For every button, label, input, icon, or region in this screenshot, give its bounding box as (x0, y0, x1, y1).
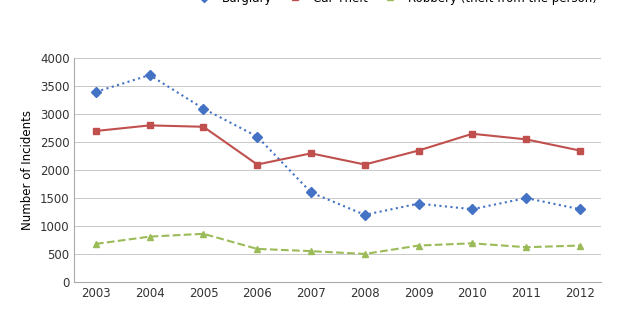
Car Theft (469, 132, 476, 136)
Burglary (254, 135, 261, 139)
Car Theft (308, 151, 315, 155)
Burglary (361, 213, 368, 217)
Car Theft (146, 123, 153, 127)
Robbery (theft from the person) (361, 252, 368, 256)
Car Theft (415, 149, 422, 153)
Car Theft (576, 149, 583, 153)
Robbery (theft from the person) (200, 232, 207, 236)
Burglary (200, 107, 207, 110)
Robbery (theft from the person) (469, 241, 476, 245)
Burglary (146, 73, 153, 77)
Y-axis label: Number of Incidents: Number of Incidents (21, 110, 34, 230)
Line: Car Theft: Car Theft (92, 122, 583, 168)
Burglary (92, 90, 100, 94)
Burglary (523, 196, 530, 200)
Burglary (576, 207, 583, 211)
Robbery (theft from the person) (254, 247, 261, 251)
Burglary (469, 207, 476, 211)
Legend: Burglary, Car Theft, Robbery (theft from the person): Burglary, Car Theft, Robbery (theft from… (187, 0, 601, 9)
Robbery (theft from the person) (523, 245, 530, 249)
Robbery (theft from the person) (576, 244, 583, 248)
Car Theft (523, 137, 530, 141)
Burglary (308, 191, 315, 194)
Burglary (415, 202, 422, 206)
Car Theft (254, 163, 261, 167)
Car Theft (200, 125, 207, 129)
Robbery (theft from the person) (146, 235, 153, 238)
Robbery (theft from the person) (415, 244, 422, 248)
Robbery (theft from the person) (92, 242, 100, 246)
Robbery (theft from the person) (308, 249, 315, 253)
Line: Burglary: Burglary (92, 72, 583, 218)
Car Theft (92, 129, 100, 133)
Line: Robbery (theft from the person): Robbery (theft from the person) (92, 230, 583, 257)
Car Theft (361, 163, 368, 167)
